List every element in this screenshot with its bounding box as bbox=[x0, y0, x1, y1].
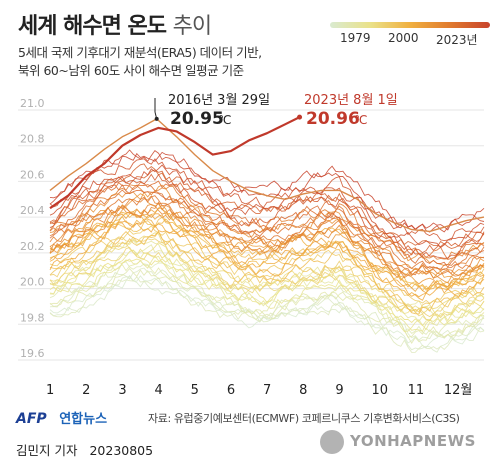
x-axis-ticks: 1 2 3 4 5 6 7 8 9 10 11 12월 bbox=[46, 383, 472, 398]
year-series-line bbox=[49, 267, 485, 344]
legend-end-label: 2023년 bbox=[436, 33, 478, 47]
year-series-line bbox=[49, 231, 485, 313]
publish-date: 20230805 bbox=[89, 443, 154, 458]
watermark: YONHAPNEWS bbox=[320, 428, 490, 456]
year-series-line bbox=[49, 151, 485, 231]
afp-logo: AFP bbox=[16, 411, 47, 427]
year-series-line bbox=[49, 184, 485, 268]
year-series-line bbox=[49, 216, 485, 301]
title-main: 세계 해수면 온도 bbox=[18, 14, 167, 39]
peak-2023-unit: ℃ bbox=[354, 113, 367, 127]
year-series-line bbox=[49, 214, 485, 294]
peak-2016-date: 2016년 3월 29일 bbox=[168, 93, 270, 108]
title-suffix: 추이 bbox=[172, 14, 212, 39]
logos: AFP 연합뉴스 bbox=[16, 408, 107, 427]
year-series-line bbox=[49, 163, 485, 249]
year-series-line bbox=[49, 164, 485, 249]
series-2023-line bbox=[49, 116, 301, 210]
highlight-series bbox=[49, 116, 485, 233]
year-series-line bbox=[49, 195, 485, 279]
yonhap-logo: 연합뉴스 bbox=[59, 412, 108, 427]
y-axis-ticks: 19.6 19.8 20.0 20.2 20.4 20.6 20.8 21.0 bbox=[20, 97, 45, 360]
x-tick-label: 12월 bbox=[444, 383, 473, 398]
y-tick-label: 19.6 bbox=[20, 347, 45, 360]
subtitle-line-1: 5세대 국제 기후대기 재분석(ERA5) 데이터 기반, bbox=[18, 45, 262, 60]
year-series-line bbox=[49, 257, 485, 327]
year-series-line bbox=[49, 232, 485, 315]
reporter-name: 김민지 기자 bbox=[16, 443, 78, 458]
x-tick-label: 1 bbox=[46, 383, 54, 398]
y-tick-label: 20.6 bbox=[20, 168, 45, 181]
y-tick-label: 20.4 bbox=[20, 204, 45, 217]
x-tick-label: 9 bbox=[335, 383, 343, 398]
peak-2023-value: 20.96 bbox=[306, 109, 360, 129]
year-series-line bbox=[49, 222, 485, 299]
legend-start-label: 1979 bbox=[340, 31, 371, 45]
year-series-line bbox=[49, 274, 485, 349]
y-tick-label: 21.0 bbox=[20, 97, 45, 110]
legend-gradient-bar bbox=[330, 22, 490, 28]
x-tick-label: 4 bbox=[155, 383, 163, 398]
x-tick-label: 10 bbox=[372, 383, 389, 398]
x-tick-label: 6 bbox=[227, 383, 235, 398]
y-tick-label: 20.0 bbox=[20, 276, 45, 289]
year-series-line bbox=[49, 195, 485, 276]
reporter-line: 김민지 기자 20230805 bbox=[16, 440, 153, 459]
year-series-line bbox=[49, 236, 485, 318]
year-series-line bbox=[49, 267, 485, 341]
year-series-line bbox=[49, 276, 485, 353]
background-year-lines bbox=[49, 149, 485, 353]
year-series-line bbox=[49, 249, 485, 332]
year-series-line bbox=[49, 276, 485, 353]
year-series-line bbox=[49, 207, 485, 290]
y-tick-label: 20.8 bbox=[20, 133, 45, 146]
subtitle-line-2: 북위 60~남위 60도 사이 해수면 일평균 기준 bbox=[18, 63, 244, 78]
x-tick-label: 2 bbox=[82, 383, 90, 398]
year-series-line bbox=[49, 201, 485, 279]
year-series-line bbox=[49, 173, 485, 259]
watermark-text: YONHAPNEWS bbox=[350, 432, 476, 450]
x-tick-label: 8 bbox=[299, 383, 307, 398]
year-series-line bbox=[49, 184, 485, 270]
series-2016-line bbox=[49, 118, 485, 233]
year-series-line bbox=[49, 244, 485, 327]
year-series-line bbox=[49, 230, 485, 315]
x-tick-label: 3 bbox=[118, 383, 126, 398]
y-tick-label: 19.8 bbox=[20, 311, 45, 324]
year-series-line bbox=[49, 158, 485, 242]
legend-labels: 1979 2000 2023년 bbox=[330, 31, 490, 47]
year-series-line bbox=[49, 149, 485, 233]
peak-2016-value: 20.95 bbox=[170, 109, 224, 129]
source-text: 자료: 유럽중기예보센터(ECMWF) 코페르니쿠스 기후변화서비스(C3S) bbox=[148, 412, 460, 425]
x-tick-label: 5 bbox=[191, 383, 199, 398]
page-title: 세계 해수면 온도 추이 bbox=[18, 8, 212, 40]
year-series-line bbox=[49, 260, 485, 338]
peak-2016-dot bbox=[154, 116, 159, 121]
year-series-line bbox=[49, 204, 485, 288]
color-legend: 1979 2000 2023년 bbox=[330, 22, 490, 47]
year-series-line bbox=[49, 242, 485, 317]
year-series-line bbox=[49, 246, 485, 322]
peak-2016-unit: ℃ bbox=[218, 113, 231, 127]
y-tick-label: 20.2 bbox=[20, 240, 45, 253]
x-tick-label: 7 bbox=[263, 383, 271, 398]
peak-2023-date: 2023년 8월 1일 bbox=[304, 93, 398, 108]
watermark-icon bbox=[320, 430, 344, 454]
year-series-line bbox=[49, 169, 485, 256]
subtitle: 5세대 국제 기후대기 재분석(ERA5) 데이터 기반, 북위 60~남위 6… bbox=[18, 44, 262, 80]
year-series-line bbox=[49, 184, 485, 260]
legend-mid-label: 2000 bbox=[388, 31, 419, 45]
peak-2023-dot bbox=[297, 114, 303, 120]
x-tick-label: 11 bbox=[408, 383, 425, 398]
